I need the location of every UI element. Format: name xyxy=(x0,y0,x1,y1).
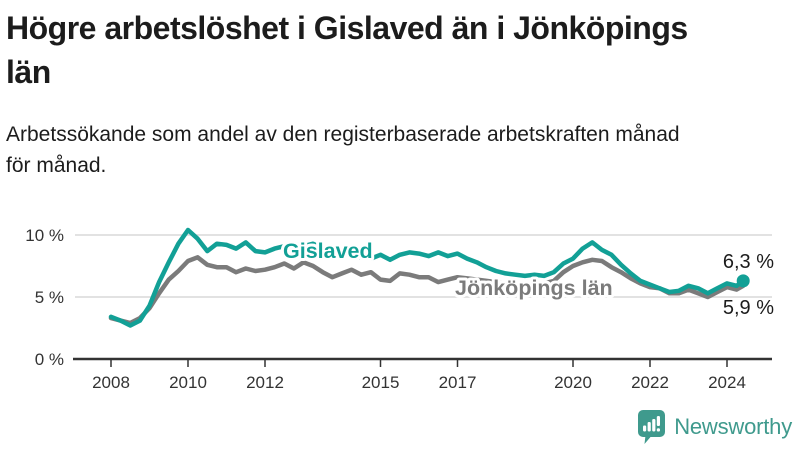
newsworthy-wordmark: Newsworthy xyxy=(674,414,792,439)
chart-svg: 2008 2010 2012 2015 2017 2020 2022 2024 10 % 5 %… xyxy=(25,226,774,392)
x-tick-label: 2010 xyxy=(169,373,207,392)
x-tick-label: 2020 xyxy=(554,373,592,392)
bar-3 xyxy=(652,419,656,432)
y-tick-labels: 10 % 5 % 0 % xyxy=(25,226,64,369)
end-value-jonkopings: 5,9 % xyxy=(723,297,774,319)
end-value-gislaved: 6,3 % xyxy=(723,251,774,273)
x-tick-label: 2015 xyxy=(362,373,400,392)
line-jonkopings xyxy=(108,255,746,326)
bar-1 xyxy=(643,425,647,432)
end-dot-gislaved xyxy=(736,274,750,288)
page-title: Högre arbetslöshet i Gislaved än i Jönkö… xyxy=(6,6,746,94)
chart-subtitle: Arbetssökande som andel av den registerb… xyxy=(6,119,726,181)
x-tick-marks: 2008 2010 2012 2015 2017 2020 2022 2024 xyxy=(92,359,746,392)
line-chart: 2008 2010 2012 2015 2017 2020 2022 2024 10 % 5 %… xyxy=(0,200,800,400)
x-tick-label: 2017 xyxy=(439,373,477,392)
page-title-line-1: Högre arbetslöshet i Gislaved än i Jönkö… xyxy=(6,10,688,46)
chart-subtitle-line-1: Arbetssökande som andel av den registerb… xyxy=(6,123,680,146)
exclamation-dot xyxy=(656,428,661,432)
chart-subtitle-line-2: för månad. xyxy=(6,154,107,177)
x-tick-label: 2022 xyxy=(631,373,669,392)
page-title-line-2: län xyxy=(6,54,51,90)
series-label-jonkopings: Jönköpings län xyxy=(455,276,613,300)
line-gislaved xyxy=(108,227,746,328)
newsworthy-logo[interactable]: Newsworthy xyxy=(636,408,792,446)
x-tick-label: 2008 xyxy=(92,373,130,392)
newsworthy-icon xyxy=(638,410,666,444)
x-tick-label: 2024 xyxy=(708,373,746,392)
bar-2 xyxy=(647,422,651,432)
series-label-gislaved: Gislaved xyxy=(283,239,373,263)
x-tick-label: 2012 xyxy=(246,373,284,392)
exclamation-stem xyxy=(656,416,661,426)
speech-bubble-shape xyxy=(638,410,666,444)
y-tick-label: 10 % xyxy=(25,226,64,245)
y-tick-label: 5 % xyxy=(35,288,64,307)
y-tick-label: 0 % xyxy=(35,350,64,369)
